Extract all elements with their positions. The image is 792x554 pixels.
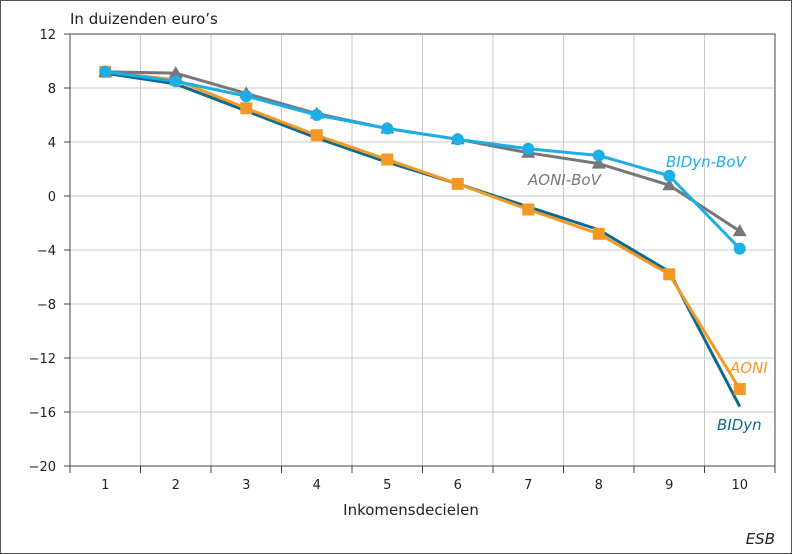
data-point-aoni-bov <box>732 224 747 237</box>
x-tick-label: 7 <box>524 478 532 493</box>
source-label: ESB <box>746 530 775 548</box>
y-tick-label: −12 <box>29 352 56 367</box>
data-point-aoni <box>451 177 464 190</box>
data-point-aoni <box>381 153 394 166</box>
series-line-bidyn-bov <box>105 70 741 250</box>
x-tick-label: 5 <box>383 478 391 493</box>
x-tick-label: 9 <box>665 478 673 493</box>
data-point-aoni <box>663 268 676 281</box>
y-tick-label: −16 <box>29 406 56 421</box>
y-tick-label: 8 <box>48 82 56 97</box>
data-point-bidyn-bov <box>522 142 535 155</box>
series-layer <box>98 64 747 408</box>
series-label-aoni: AONI <box>729 359 768 377</box>
data-point-bidyn-bov <box>240 90 253 103</box>
data-point-aoni <box>522 203 535 216</box>
data-point-aoni-bov <box>168 66 183 79</box>
data-point-aoni <box>240 102 253 115</box>
x-tick-label: 6 <box>454 478 462 493</box>
x-tick-label: 1 <box>101 478 109 493</box>
grid <box>70 33 775 467</box>
y-tick-label: −4 <box>37 244 56 259</box>
data-point-aoni <box>733 383 746 396</box>
series-label-bidyn-bov: BIDyn-BoV <box>666 153 748 171</box>
y-axis-label: In duizenden euro’s <box>70 10 218 28</box>
series-label-bidyn: BIDyn <box>717 416 762 434</box>
data-point-bidyn-bov <box>99 65 112 78</box>
y-tick-label: 4 <box>48 136 56 151</box>
x-tick-label: 3 <box>242 478 250 493</box>
data-point-bidyn-bov <box>169 75 182 88</box>
x-axis-label: Inkomensdecielen <box>343 501 479 519</box>
data-point-aoni-bov <box>591 156 606 169</box>
data-point-bidyn-bov <box>592 149 605 162</box>
data-point-bidyn-bov <box>310 109 323 121</box>
y-tick-label: −20 <box>29 460 56 475</box>
x-tick-label: 4 <box>313 478 321 493</box>
plot-area <box>69 33 776 467</box>
x-tick-label: 10 <box>731 478 748 493</box>
data-point-bidyn-bov <box>381 122 394 135</box>
series-labels: BIDyn AONI AONI-BoV BIDyn-BoV <box>527 153 768 434</box>
data-point-bidyn-bov <box>663 169 676 182</box>
data-point-aoni-bov <box>662 178 677 191</box>
series-line-aoni <box>105 70 742 390</box>
axes <box>64 33 776 473</box>
series-label-aoni-bov: AONI-BoV <box>527 171 603 189</box>
y-tick-label: −8 <box>37 298 56 313</box>
y-tick-label: 0 <box>48 190 56 205</box>
x-tick-label: 8 <box>595 478 603 493</box>
data-point-aoni <box>310 129 323 142</box>
data-point-bidyn-bov <box>733 242 746 255</box>
x-tick-label: 2 <box>172 478 180 493</box>
y-tick-label: 12 <box>39 28 56 43</box>
data-point-bidyn-bov <box>451 133 464 146</box>
data-point-aoni <box>592 227 605 240</box>
